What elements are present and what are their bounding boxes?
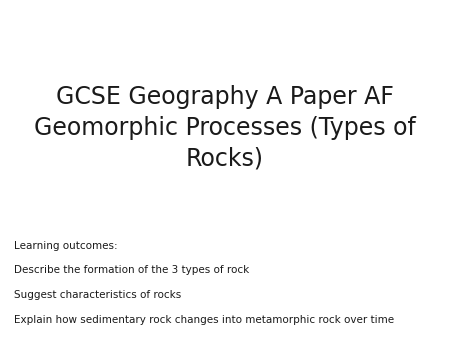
Text: Suggest characteristics of rocks: Suggest characteristics of rocks bbox=[14, 290, 181, 300]
Text: GCSE Geography A Paper AF
Geomorphic Processes (Types of
Rocks): GCSE Geography A Paper AF Geomorphic Pro… bbox=[34, 85, 416, 171]
Text: Learning outcomes:: Learning outcomes: bbox=[14, 241, 117, 251]
Text: Explain how sedimentary rock changes into metamorphic rock over time: Explain how sedimentary rock changes int… bbox=[14, 315, 394, 325]
Text: Describe the formation of the 3 types of rock: Describe the formation of the 3 types of… bbox=[14, 265, 249, 275]
